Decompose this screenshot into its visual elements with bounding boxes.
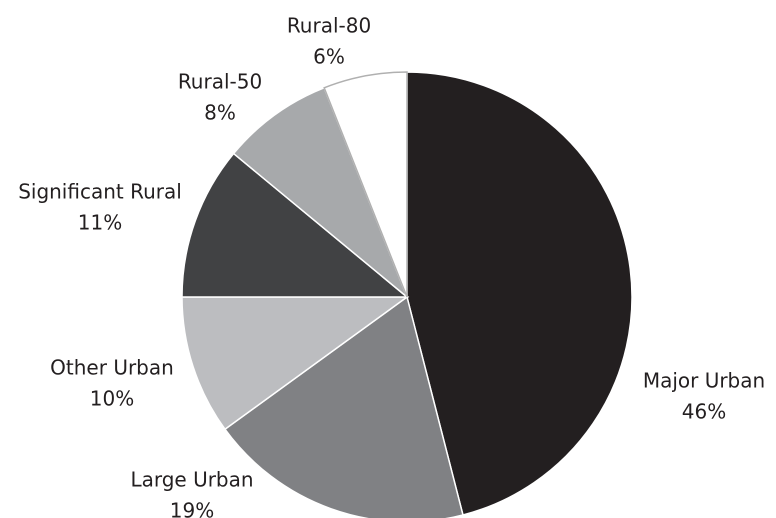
slice-label: Rural-50 (178, 70, 262, 94)
slice-value-label: 19% (170, 499, 214, 518)
slice-value-label: 10% (90, 387, 134, 411)
pie-slice (232, 86, 408, 298)
slice-label: Significant Rural (18, 180, 182, 204)
slice-label: Large Urban (130, 468, 253, 492)
pie-slice (223, 295, 464, 518)
slice-value-label: 6% (313, 45, 345, 69)
pie-slice (323, 71, 408, 298)
pie-slice (181, 152, 410, 298)
slice-label: Other Urban (50, 356, 174, 380)
pie-slice (406, 71, 633, 516)
slice-label: Major Urban (643, 369, 765, 393)
slice-label: Rural-80 (287, 14, 371, 38)
slice-value-label: 11% (78, 211, 122, 235)
pie-slice (181, 296, 410, 431)
slice-value-label: 46% (682, 400, 726, 424)
slice-value-label: 8% (204, 101, 236, 125)
